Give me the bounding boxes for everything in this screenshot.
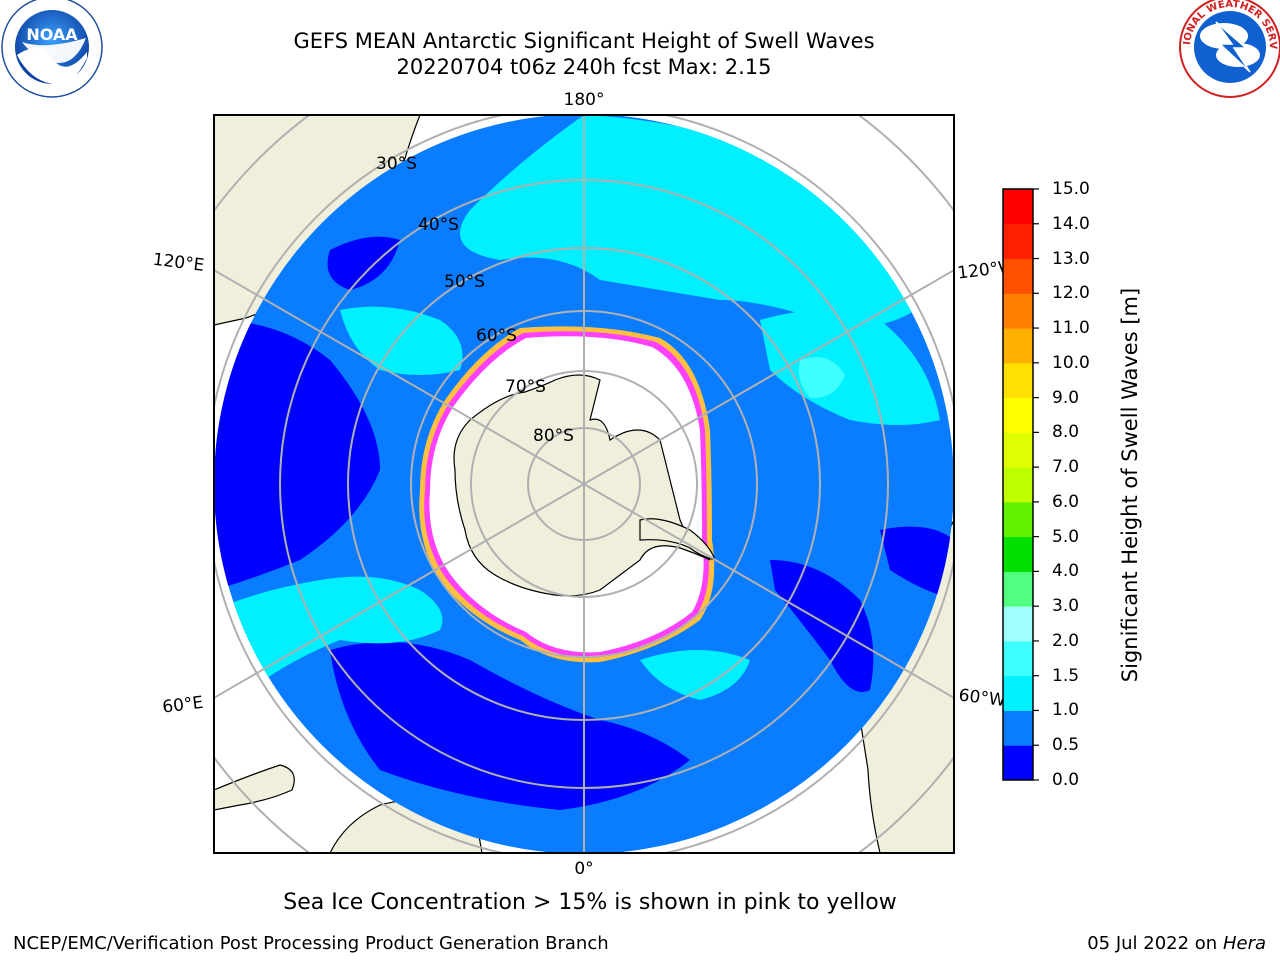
colorbar-segment bbox=[1003, 432, 1033, 468]
colorbar-tick-label: 8.0 bbox=[1052, 422, 1080, 443]
chart-subtitle: 20220704 t06z 240h fcst Max: 2.15 bbox=[396, 55, 772, 79]
colorbar-tick-label: 5.0 bbox=[1052, 526, 1080, 547]
colorbar-tick-label: 3.0 bbox=[1052, 596, 1080, 617]
colorbar-segment bbox=[1003, 328, 1033, 364]
lat-label-40s: 40°S bbox=[418, 215, 459, 235]
land-madagascar bbox=[214, 764, 295, 811]
swell-zone-low-northwest bbox=[327, 236, 400, 290]
noaa-logo: NOAA bbox=[1, 0, 103, 98]
map-area: 30°S 40°S 50°S 60°S 70°S 80°S bbox=[214, 115, 954, 853]
colorbar-tick-label: 14.0 bbox=[1052, 213, 1090, 234]
colorbar-tick-label: 12.0 bbox=[1052, 283, 1090, 304]
swell-zone-cyan-west bbox=[340, 306, 463, 375]
colorbar-tick-label: 0.5 bbox=[1052, 735, 1080, 756]
colorbar-segment bbox=[1003, 745, 1033, 781]
colorbar-tick-label: 1.5 bbox=[1052, 665, 1080, 686]
colorbar-tick-label: 6.0 bbox=[1052, 491, 1080, 512]
colorbar-segment bbox=[1003, 536, 1033, 572]
lat-label-50s: 50°S bbox=[444, 272, 485, 292]
colorbar-tick-label: 1.0 bbox=[1052, 700, 1080, 721]
lon-label-0: 0° bbox=[574, 859, 593, 879]
colorbar-label: Significant Height of Swell Waves [m] bbox=[1118, 287, 1142, 683]
noaa-logo-text: NOAA bbox=[26, 25, 78, 44]
sea-ice-note: Sea Ice Concentration > 15% is shown in … bbox=[283, 890, 897, 915]
colorbar-segment bbox=[1003, 223, 1033, 260]
colorbar-segment bbox=[1003, 675, 1033, 711]
swell-zone-light-cyan bbox=[798, 357, 845, 399]
colorbar-tick-label: 4.0 bbox=[1052, 561, 1080, 582]
colorbar-segment bbox=[1003, 606, 1033, 642]
colorbar-segment bbox=[1003, 467, 1033, 503]
lon-label-120e: 120°E bbox=[152, 250, 206, 276]
lat-label-60s: 60°S bbox=[476, 326, 517, 346]
colorbar-tick-label: 15.0 bbox=[1052, 179, 1090, 199]
credit-text: NCEP/EMC/Verification Post Processing Pr… bbox=[13, 933, 609, 954]
colorbar-segment bbox=[1003, 397, 1033, 433]
swell-zone-cyan-southwest bbox=[214, 576, 443, 700]
colorbar-segment bbox=[1003, 640, 1033, 677]
swell-zone-low-east bbox=[770, 560, 874, 692]
colorbar-tick-label: 11.0 bbox=[1052, 318, 1090, 339]
colorbar-tick-label: 9.0 bbox=[1052, 387, 1080, 408]
colorbar-tick-label: 7.0 bbox=[1052, 457, 1080, 478]
date-text: 05 Jul 2022 on Hera bbox=[1087, 933, 1266, 954]
lat-label-70s: 70°S bbox=[505, 377, 546, 397]
colorbar-frame bbox=[1002, 188, 1034, 781]
colorbar-segment bbox=[1003, 189, 1033, 225]
map-frame bbox=[213, 114, 955, 854]
swell-zone-low-southeast bbox=[880, 526, 954, 600]
graticule bbox=[214, 115, 954, 853]
swell-zone-cyan-east bbox=[760, 310, 940, 425]
lat-label-30s: 30°S bbox=[376, 154, 417, 174]
colorbar-segment bbox=[1003, 293, 1033, 329]
nws-logo: NATIONAL WEATHER SERVICE bbox=[0, 0, 1280, 98]
lat-label-80s: 80°S bbox=[533, 426, 574, 446]
swell-zone-low-west bbox=[214, 320, 380, 590]
colorbar-segment bbox=[1003, 710, 1033, 746]
lon-label-180: 180° bbox=[564, 90, 605, 110]
colorbar bbox=[1002, 188, 1039, 781]
swell-zone-cyan-south bbox=[640, 650, 750, 700]
colorbar-segment bbox=[1003, 258, 1033, 294]
colorbar-tick-label: 2.0 bbox=[1052, 630, 1080, 651]
colorbar-tick-label: 13.0 bbox=[1052, 248, 1090, 269]
nws-logo-text: NATIONAL WEATHER SERVICE bbox=[0, 0, 1278, 50]
colorbar-tick-label: 0.0 bbox=[1052, 770, 1080, 790]
host-name: Hera bbox=[1222, 933, 1266, 954]
lon-label-60w: 60°W bbox=[958, 685, 1007, 711]
lon-label-60e: 60°E bbox=[161, 693, 204, 718]
chart-title: GEFS MEAN Antarctic Significant Height o… bbox=[293, 29, 875, 53]
colorbar-tick-label: 10.0 bbox=[1052, 352, 1090, 373]
colorbar-segment bbox=[1003, 362, 1033, 399]
svg-text:NATIONAL WEATHER SERVICE: NATIONAL WEATHER SERVICE bbox=[0, 0, 1278, 50]
colorbar-segment bbox=[1003, 571, 1033, 607]
swell-zone-low-south bbox=[330, 642, 690, 810]
colorbar-segment bbox=[1003, 501, 1033, 538]
